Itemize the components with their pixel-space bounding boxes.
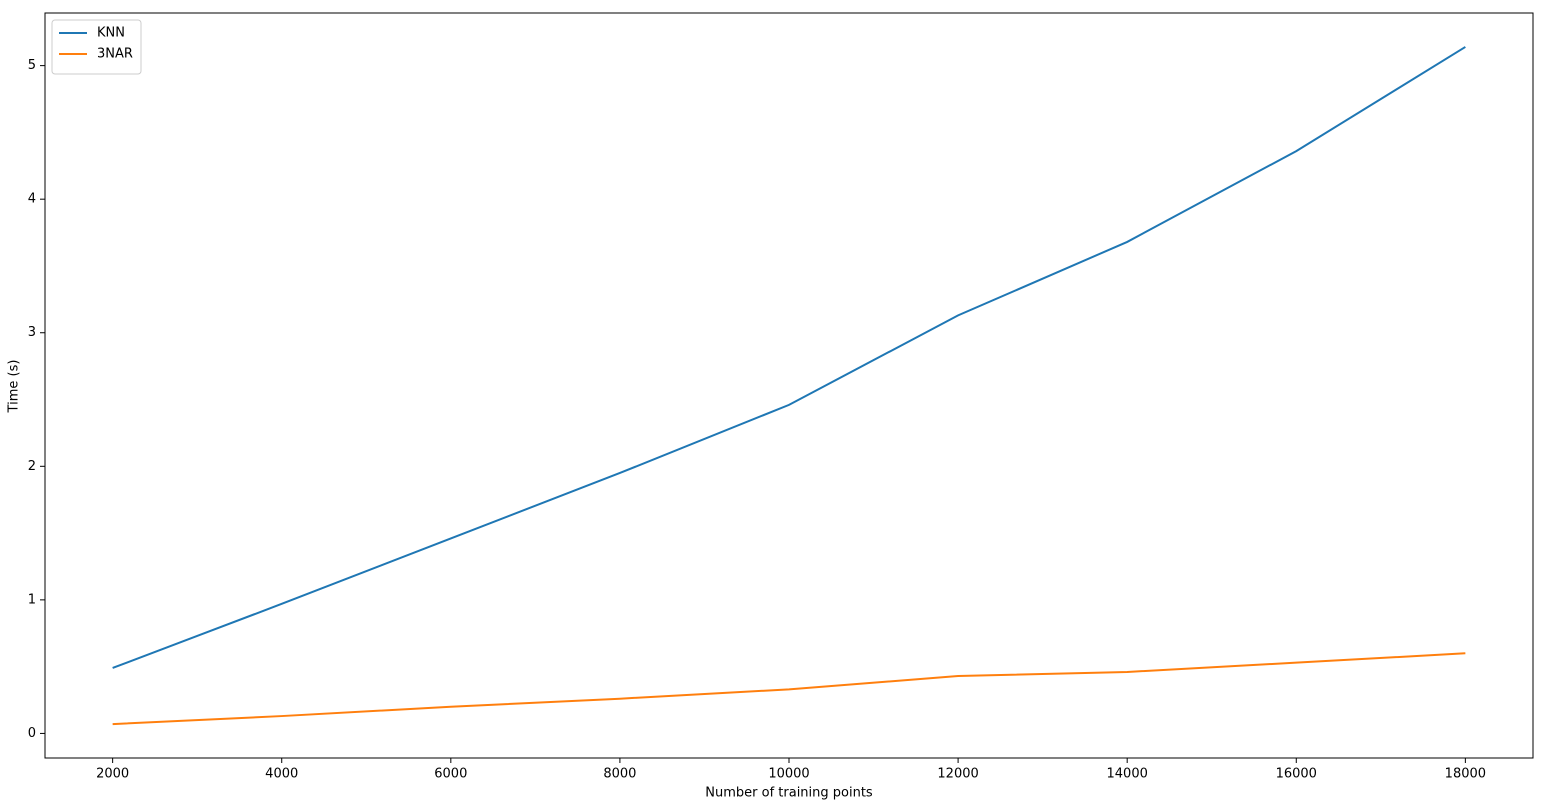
legend-label: KNN <box>97 26 125 41</box>
x-tick-label: 10000 <box>768 767 809 782</box>
x-tick-label: 14000 <box>1107 767 1148 782</box>
y-tick-label: 5 <box>28 58 36 73</box>
y-tick-label: 0 <box>28 726 36 741</box>
y-tick-label: 4 <box>28 192 36 207</box>
y-tick-label: 3 <box>28 325 36 340</box>
data-line <box>112 46 1466 669</box>
x-tick-label: 6000 <box>434 767 467 782</box>
y-tick-label: 1 <box>28 592 36 607</box>
x-tick-label: 4000 <box>265 767 298 782</box>
x-tick-label: 8000 <box>603 767 636 782</box>
x-tick-label: 18000 <box>1445 767 1486 782</box>
x-axis-label: Number of training points <box>705 786 873 801</box>
x-tick-label: 16000 <box>1276 767 1317 782</box>
plot-frame <box>44 12 1534 759</box>
y-axis-label: Time (s) <box>7 360 22 414</box>
y-tick-label: 2 <box>28 459 36 474</box>
x-tick-label: 2000 <box>96 767 129 782</box>
data-line <box>112 652 1466 726</box>
x-tick-label: 12000 <box>937 767 978 782</box>
legend-label: 3NAR <box>97 47 133 62</box>
